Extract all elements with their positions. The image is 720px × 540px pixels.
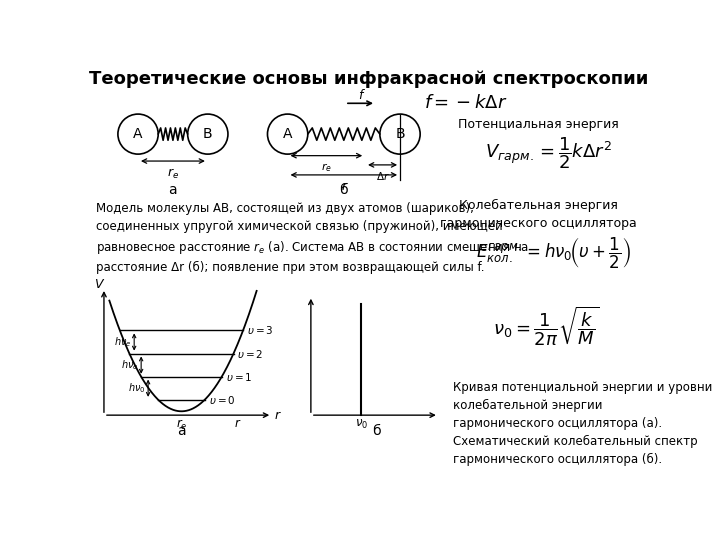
Text: $\nu_0$: $\nu_0$ (355, 418, 368, 431)
Text: $\upsilon = 0$: $\upsilon = 0$ (209, 394, 235, 406)
Text: $f = -k\Delta r$: $f = -k\Delta r$ (424, 94, 508, 112)
Text: а: а (177, 423, 186, 437)
Text: Модель молекулы АВ, состоящей из двух атомов (шариков),
соединенных упругой хими: Модель молекулы АВ, состоящей из двух ат… (96, 202, 529, 274)
Text: f: f (359, 89, 363, 102)
Text: r: r (274, 409, 279, 422)
Text: $\nu_0 = \dfrac{1}{2\pi}\sqrt{\dfrac{k}{M}}$: $\nu_0 = \dfrac{1}{2\pi}\sqrt{\dfrac{k}{… (493, 305, 600, 348)
Text: $r_e$: $r_e$ (167, 167, 179, 181)
Text: V: V (94, 278, 102, 291)
Text: $r_e$: $r_e$ (321, 161, 332, 174)
Text: A: A (133, 127, 143, 141)
Text: $\upsilon = 1$: $\upsilon = 1$ (225, 370, 252, 383)
Text: Колебательная энергия
гармонического осциллятора: Колебательная энергия гармонического осц… (440, 199, 636, 231)
Text: B: B (203, 127, 212, 141)
Text: В: В (395, 127, 405, 141)
Text: $h\nu_0$: $h\nu_0$ (128, 381, 145, 395)
Text: $E_{\mathit{кол.}}^{\mathit{гарм.}} = h\nu_0\!\left(\upsilon + \dfrac{1}{2}\righ: $E_{\mathit{кол.}}^{\mathit{гарм.}} = h\… (476, 236, 631, 271)
Text: б: б (372, 423, 381, 437)
Text: $h\nu_e$: $h\nu_e$ (122, 358, 139, 372)
Text: $\upsilon = 3$: $\upsilon = 3$ (247, 325, 274, 336)
Text: $h\nu_e$: $h\nu_e$ (114, 335, 132, 349)
Text: Потенциальная энергия: Потенциальная энергия (458, 118, 618, 131)
Text: $V_{\mathit{гарм.}} = \dfrac{1}{2}k\Delta r^2$: $V_{\mathit{гарм.}} = \dfrac{1}{2}k\Delt… (485, 136, 612, 171)
Text: $r_e$: $r_e$ (176, 417, 187, 431)
Text: r: r (235, 417, 240, 430)
Text: Кривая потенциальной энергии и уровни
колебательной энергии
гармонического осцил: Кривая потенциальной энергии и уровни ко… (453, 381, 712, 466)
Text: б: б (340, 183, 348, 197)
Text: Теоретические основы инфракрасной спектроскопии: Теоретические основы инфракрасной спектр… (89, 70, 649, 87)
Text: A: A (283, 127, 292, 141)
Text: r: r (341, 180, 346, 193)
Text: $\Delta r$: $\Delta r$ (376, 170, 390, 183)
Text: $\upsilon = 2$: $\upsilon = 2$ (238, 348, 264, 360)
Text: а: а (168, 183, 177, 197)
